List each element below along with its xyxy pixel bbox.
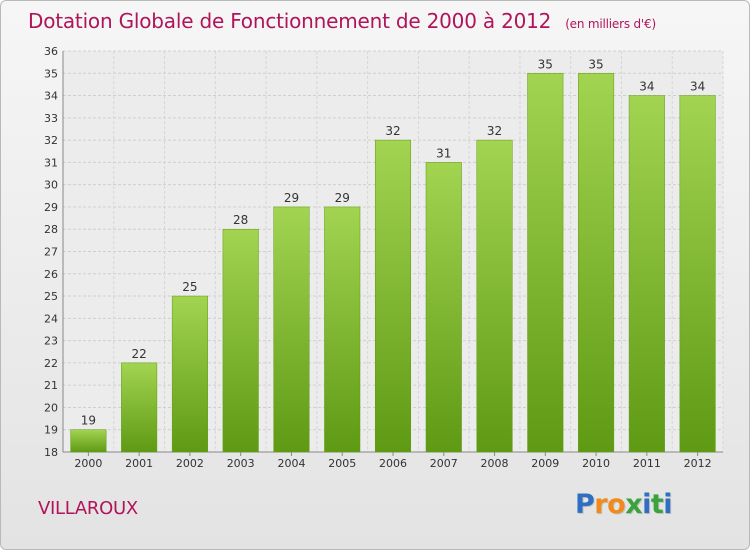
logo-letter: t (650, 489, 664, 520)
bar (171, 295, 208, 453)
bar (273, 206, 310, 453)
y-tick-label: 36 (44, 45, 58, 58)
bar (374, 139, 412, 453)
x-tick-label: 2006 (379, 457, 407, 470)
x-tick-label: 2004 (277, 457, 305, 470)
bar (476, 139, 513, 453)
bar-value-label: 31 (436, 146, 451, 160)
bar (70, 429, 107, 453)
logo-letter: r (594, 489, 608, 520)
bar-value-label: 29 (335, 191, 350, 205)
y-tick-label: 26 (44, 268, 58, 281)
x-tick-label: 2012 (684, 457, 712, 470)
y-tick-label: 35 (44, 67, 58, 80)
y-tick-label: 23 (44, 335, 58, 348)
bar-value-label: 25 (182, 280, 197, 294)
bar (121, 362, 158, 453)
y-tick-label: 24 (44, 312, 58, 325)
bar-value-label: 34 (690, 80, 705, 94)
y-tick-label: 31 (44, 156, 58, 169)
y-tick-label: 29 (44, 201, 58, 214)
x-tick-label: 2003 (227, 457, 255, 470)
bar-value-label: 32 (487, 124, 502, 138)
chart-title: Dotation Globale de Fonctionnement de 20… (28, 9, 656, 33)
x-tick-label: 2000 (74, 457, 102, 470)
bar-value-label: 34 (639, 80, 654, 94)
y-tick-label: 32 (44, 134, 58, 147)
chart-unit: (en milliers d'€) (565, 17, 656, 31)
y-tick-label: 34 (44, 90, 58, 103)
bar-value-label: 19 (81, 414, 96, 428)
y-tick-label: 28 (44, 223, 58, 236)
bar-value-label: 29 (284, 191, 299, 205)
bar (222, 228, 259, 453)
bar-value-label: 22 (132, 347, 147, 361)
bar (527, 73, 564, 453)
proxiti-logo: Proxiti (575, 489, 673, 520)
x-tick-label: 2005 (328, 457, 356, 470)
bar-value-label: 35 (588, 57, 603, 71)
y-tick-label: 19 (44, 424, 58, 437)
x-tick-label: 2010 (582, 457, 610, 470)
y-tick-label: 33 (44, 112, 58, 125)
logo-letter: i (642, 489, 651, 520)
x-tick-label: 2008 (481, 457, 509, 470)
x-tick-label: 2001 (125, 457, 153, 470)
y-tick-label: 27 (44, 246, 58, 259)
bar-value-label: 32 (385, 124, 400, 138)
x-tick-label: 2007 (430, 457, 458, 470)
chart-title-text: Dotation Globale de Fonctionnement de 20… (28, 9, 552, 33)
logo-letter: i (663, 489, 673, 520)
y-tick-label: 30 (44, 179, 58, 192)
y-tick-label: 21 (44, 379, 58, 392)
bar-value-label: 28 (233, 213, 248, 227)
bar-value-label: 35 (538, 57, 553, 71)
bar (324, 206, 361, 453)
y-tick-label: 20 (44, 401, 58, 414)
x-tick-label: 2009 (531, 457, 559, 470)
y-tick-label: 25 (44, 290, 58, 303)
x-tick-label: 2002 (176, 457, 204, 470)
bar (628, 95, 665, 453)
commune-name: VILLAROUX (38, 498, 138, 519)
y-tick-label: 22 (44, 357, 58, 370)
y-tick-label: 18 (44, 446, 58, 459)
x-tick-label: 2011 (633, 457, 661, 470)
logo-letter: x (625, 489, 643, 520)
bar (425, 162, 462, 453)
logo-letter: P (575, 489, 595, 520)
logo-letter: o (607, 489, 626, 520)
bar (679, 95, 716, 453)
bar (578, 73, 615, 453)
